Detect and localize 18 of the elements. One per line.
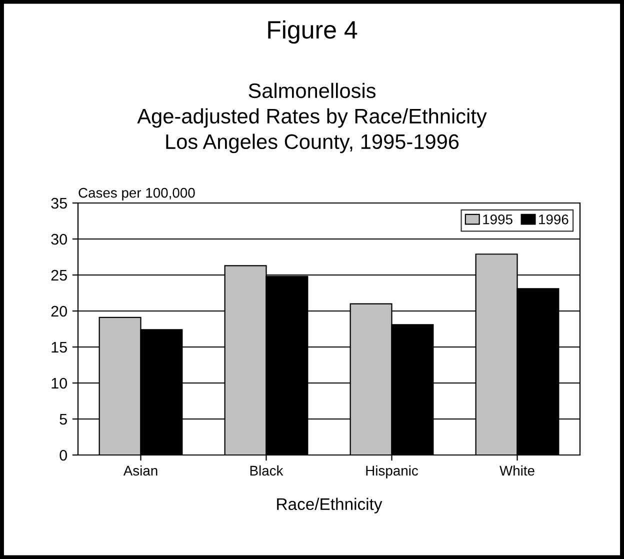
legend-label: 1995 [483, 214, 512, 224]
y-tick-label: 35 [51, 198, 67, 209]
x-tick-label: Black [250, 465, 284, 476]
y-tick-label: 10 [52, 378, 67, 389]
x-tick-label: Asian [123, 465, 158, 476]
y-tick-label: 30 [51, 234, 67, 245]
x-tick-label: White [500, 465, 534, 476]
legend-label: 1996 [539, 214, 568, 224]
y-axis-title: Cases per 100,000 [78, 188, 195, 200]
y-tick-label: 5 [60, 414, 67, 425]
y-tick-label: 25 [51, 270, 67, 281]
chart-subtitle: Salmonellosis Age-adjusted Rates by Race/Ethnicity Los Angeles County, 1995-1996 [137, 82, 487, 154]
x-axis-title: Race/Ethnicity [277, 498, 382, 514]
chart-title: Figure 4 [268, 20, 358, 44]
y-tick-label: 20 [51, 306, 67, 317]
x-tick-label: Hispanic [366, 465, 418, 478]
y-tick-label: 15 [52, 342, 67, 353]
y-tick-label: 0 [60, 450, 67, 461]
